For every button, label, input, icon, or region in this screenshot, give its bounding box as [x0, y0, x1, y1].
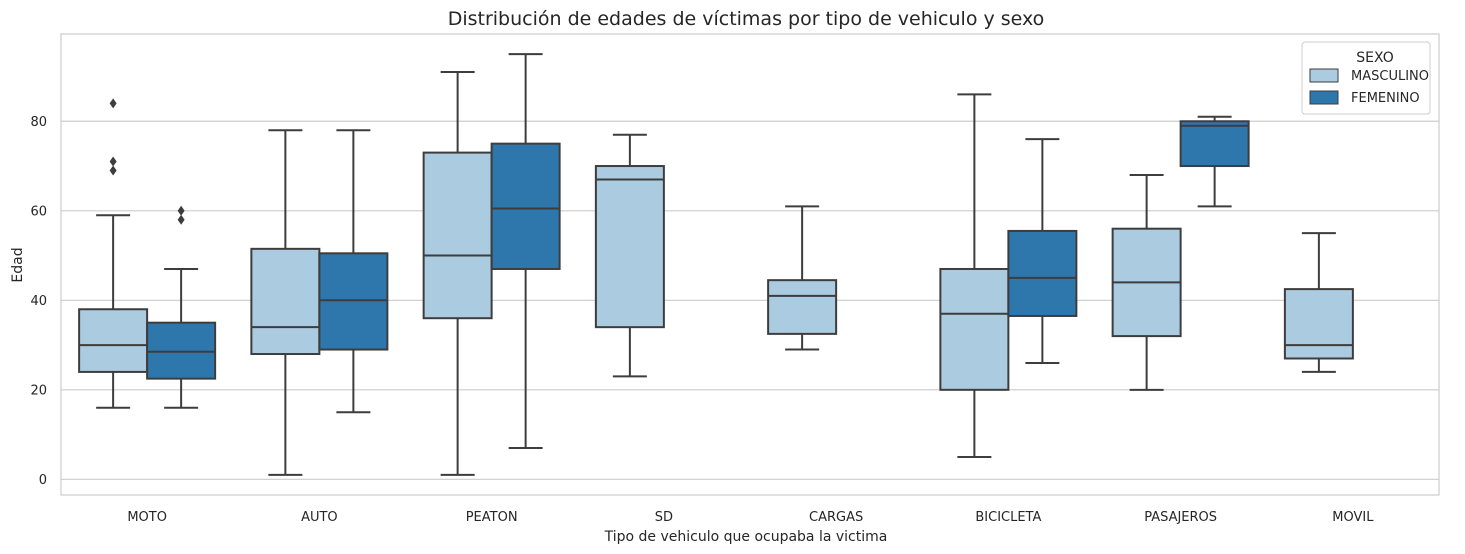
legend-swatch — [1309, 68, 1339, 83]
x-tick-label: MOVIL — [1332, 510, 1374, 525]
box-masculino-sd — [594, 133, 665, 378]
x-tick-label: AUTO — [301, 510, 338, 525]
legend-entry: FEMENINO — [1351, 91, 1420, 106]
box-masculino-peaton — [422, 71, 493, 476]
iqr-box — [490, 142, 561, 270]
iqr-box — [78, 308, 149, 373]
iqr-box — [939, 267, 1010, 391]
outlier-point — [109, 156, 117, 167]
x-axis-label: Tipo de vehiculo que ocupaba la victima — [604, 529, 888, 545]
box-femenino-auto — [318, 129, 389, 414]
box-masculino-pasajeros — [1111, 173, 1182, 391]
box-femenino-moto — [146, 205, 217, 409]
box-femenino-peaton — [490, 53, 561, 450]
x-tick-label: MOTO — [127, 510, 167, 525]
box-masculino-bicicleta — [939, 93, 1010, 458]
box-femenino-bicicleta — [1007, 138, 1078, 364]
box-masculino-auto — [250, 129, 321, 476]
iqr-box — [422, 151, 493, 320]
y-axis-ticks: 0 20 40 60 80 — [30, 115, 47, 488]
iqr-box — [146, 321, 217, 380]
legend-title: SEXO — [1356, 50, 1393, 66]
iqr-box — [767, 279, 838, 335]
legend-entry: MASCULINO — [1351, 69, 1429, 84]
x-tick-label: BICICLETA — [975, 510, 1041, 525]
x-tick-label: PEATON — [466, 510, 518, 525]
outlier-point — [109, 98, 117, 109]
iqr-box — [1007, 229, 1078, 317]
x-tick-label: PASAJEROS — [1144, 510, 1217, 525]
box-masculino-moto — [78, 98, 149, 409]
box-masculino-movil — [1283, 232, 1354, 373]
y-tick-label: 80 — [30, 115, 47, 130]
y-tick-label: 40 — [30, 294, 47, 309]
legend: SEXO MASCULINO FEMENINO — [1301, 41, 1431, 115]
x-tick-label: SD — [655, 510, 673, 525]
box-femenino-pasajeros — [1179, 115, 1250, 208]
y-axis-label: Edad — [10, 247, 26, 282]
y-tick-label: 20 — [30, 383, 47, 398]
y-tick-label: 0 — [39, 473, 47, 488]
iqr-box — [1283, 288, 1354, 360]
chart-title: Distribución de edades de víctimas por t… — [448, 8, 1045, 30]
boxes-layer — [78, 53, 1354, 476]
legend-swatch — [1309, 90, 1339, 105]
iqr-box — [318, 252, 389, 351]
iqr-box — [250, 247, 321, 356]
outlier-point — [109, 165, 117, 176]
outlier-point — [177, 214, 185, 225]
x-tick-label: CARGAS — [809, 510, 863, 525]
outlier-point — [177, 205, 185, 216]
x-axis-ticks: MOTO AUTO PEATON SD CARGAS BICICLETA PASAJEROS… — [127, 510, 1374, 525]
plot-area — [60, 33, 1440, 496]
iqr-box — [594, 165, 665, 329]
iqr-box — [1179, 120, 1250, 168]
y-tick-label: 60 — [30, 204, 47, 219]
box-masculino-cargas — [767, 205, 838, 351]
